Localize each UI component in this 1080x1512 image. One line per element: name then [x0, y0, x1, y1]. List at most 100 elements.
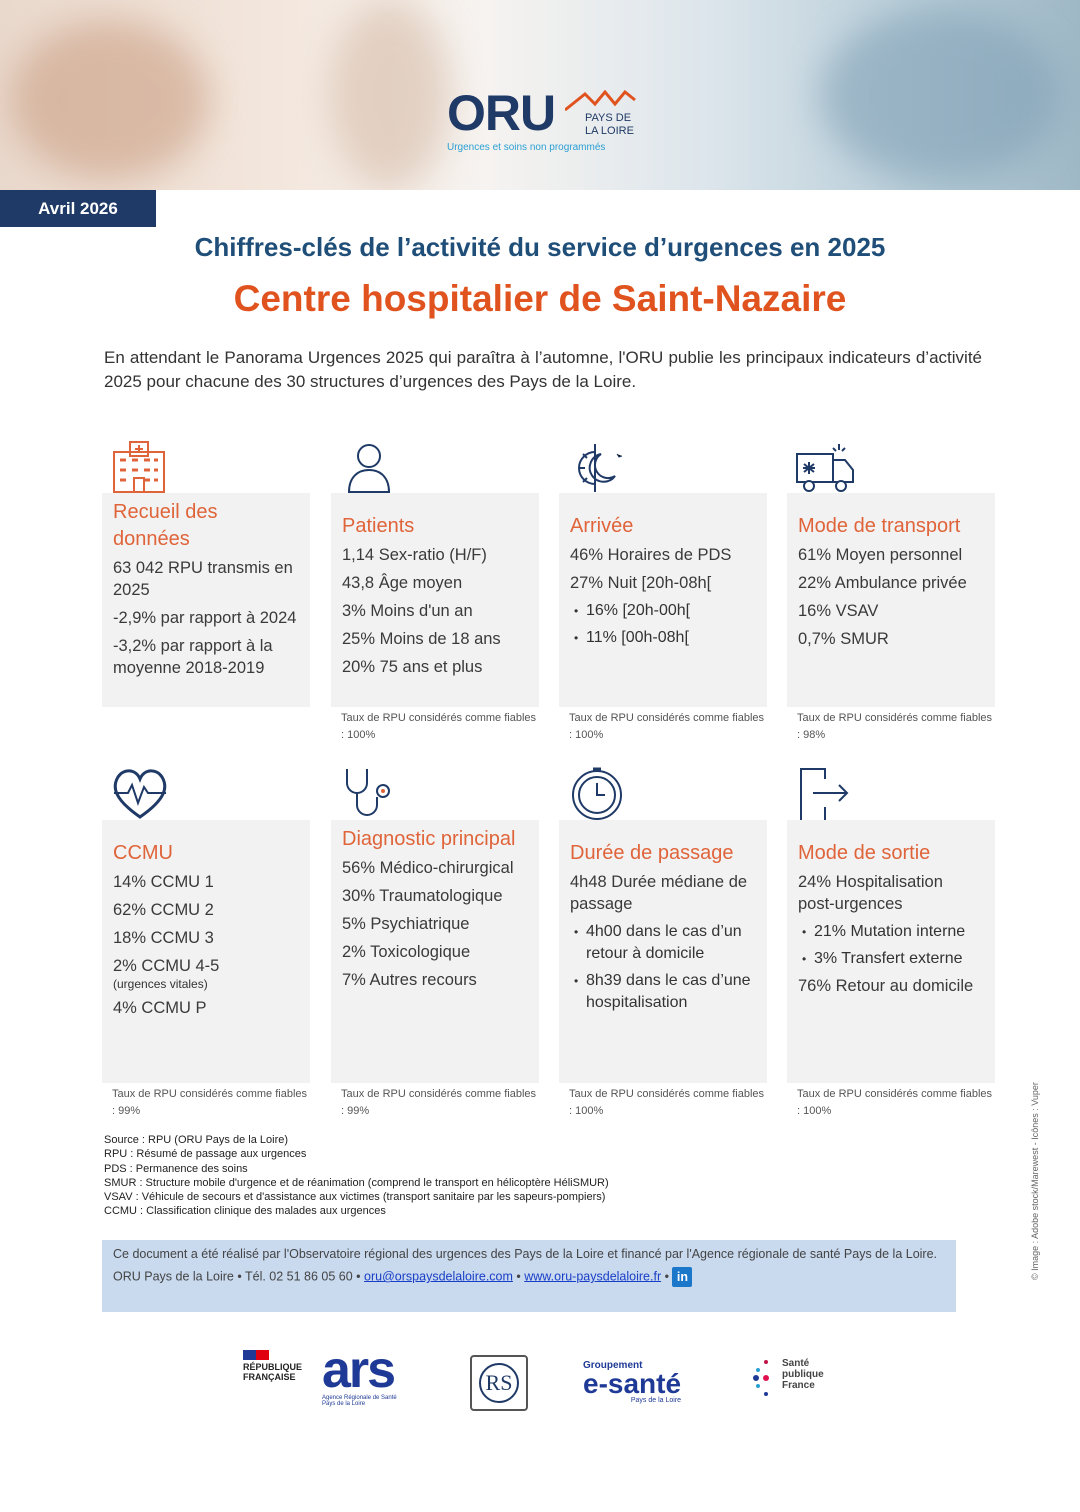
esante-text: e-santé	[583, 1368, 682, 1399]
exit-icon	[795, 765, 855, 822]
card-title: Arrivée	[570, 515, 634, 537]
info-band: Ce document a été réalisé par l'Observat…	[102, 1240, 956, 1312]
card-line: -2,9% par rapport à 2024	[113, 609, 297, 627]
reliability-note: Taux de RPU considérés comme fiables : 9…	[341, 1088, 537, 1117]
card-line: -3,2% par rapport à la moyenne 2018-2019	[113, 637, 273, 677]
card-line: 63 042 RPU transmis en 2025	[113, 559, 293, 599]
card-line: 18% CCMU 3	[113, 929, 214, 947]
card-line: 43,8 Âge moyen	[342, 574, 463, 592]
card-line: 1,14 Sex-ratio (H/F)	[342, 546, 487, 564]
indicator-card: Recueil des données 63 042 RPU transmis e…	[102, 493, 310, 707]
card-line: 46% Horaires de PDS	[570, 546, 732, 564]
footnotes: Source : RPU (ORU Pays de la Loire) RPU :…	[104, 1133, 609, 1219]
stethoscope-icon	[339, 765, 399, 821]
card-line: 3% Transfert externe	[798, 948, 984, 970]
logo-tagline: Urgences et soins non programmés	[447, 142, 606, 153]
footnote: PDS : Permanence des soins	[104, 1162, 248, 1175]
card-line: 0,7% SMUR	[798, 630, 889, 648]
card-title: Mode de sortie	[798, 842, 931, 864]
card-line: 16% VSAV	[798, 602, 879, 620]
rs-logo: RS	[470, 1355, 528, 1411]
date-badge: Avril 2026	[0, 190, 156, 227]
page-title: Chiffres-clés de l’activité du service d…	[194, 232, 886, 262]
card-line: 2% Toxicologique	[342, 943, 471, 961]
footnote: VSAV : Véhicule de secours et d'assistan…	[104, 1191, 606, 1204]
reliability-note: Taux de RPU considérés comme fiables : 1…	[569, 712, 765, 741]
card-line: 3% Moins d'un an	[342, 602, 473, 620]
intro-text: En attendant le Panorama Urgences 2025 q…	[104, 348, 982, 391]
card-line: 62% CCMU 2	[113, 901, 214, 919]
indicator-card: Arrivée 46% Horaires de PDS 27% Nuit [20h-…	[559, 493, 767, 707]
reliability-note: Taux de RPU considérés comme fiables : 1…	[341, 712, 537, 741]
indicator-card: Diagnostic principal 56% Médico-chirurgic…	[331, 820, 539, 1083]
ars-logo: ars Agence Régionale de Santé Pays de la…	[322, 1344, 402, 1407]
ars-sub: Agence Régionale de Santé Pays de la Loi…	[322, 1395, 397, 1407]
sante-publique-logo: Santé publique France	[752, 1358, 832, 1418]
reliability-note: Taux de RPU considérés comme fiables : 9…	[797, 712, 993, 741]
card-line: 4% CCMU P	[113, 999, 207, 1017]
band-text: Ce document a été réalisé par l'Observat…	[113, 1247, 938, 1261]
footnote: SMUR : Structure mobile d'urgence et de …	[104, 1176, 609, 1189]
footnote: CCMU : Classification clinique des malad…	[104, 1205, 386, 1218]
card-line: 61% Moyen personnel	[798, 546, 963, 564]
esante-sub: Pays de la Loire	[630, 1397, 682, 1404]
person-icon	[339, 440, 399, 496]
card-line: 14% CCMU 1	[113, 873, 214, 891]
card-title: Patients	[342, 515, 415, 537]
oru-logo: ORU PAYS DE LA LOIRE Urgences et soins n…	[447, 86, 647, 158]
card-line: 25% Moins de 18 ans	[342, 630, 501, 648]
logo-text: ORU	[447, 85, 556, 141]
card-line: 20% 75 ans et plus	[342, 658, 483, 676]
card-line: 11% [00h-08h[	[570, 627, 756, 649]
ars-text: ars	[322, 1341, 396, 1399]
website-link[interactable]: www.oru-paysdelaloire.fr	[524, 1269, 662, 1284]
logo-region: PAYS DE LA LOIRE	[585, 112, 634, 137]
footnote: Source : RPU (ORU Pays de la Loire)	[104, 1134, 289, 1146]
card-line: 16% [20h-00h[	[570, 600, 756, 622]
linkedin-icon[interactable]: in	[672, 1267, 693, 1287]
card-title: Mode de transport	[798, 515, 961, 537]
contact-text: ORU Pays de la Loire • Tél. 02 51 86 05 …	[113, 1269, 361, 1284]
clock-icon	[567, 765, 627, 821]
esante-logo: Groupement e-santé Pays de la Loire	[583, 1360, 681, 1420]
dots-icon	[753, 1360, 769, 1396]
sun-moon-icon	[567, 440, 627, 496]
esante-top: Groupement	[583, 1360, 643, 1371]
card-title: CCMU	[113, 842, 173, 864]
card-title: Durée de passage	[570, 842, 734, 864]
card-line: (urgences vitales)	[113, 977, 208, 991]
card-line: 27% Nuit [20h-08h[	[570, 574, 712, 592]
card-title: Recueil des données	[113, 501, 218, 550]
ambulance-icon	[795, 440, 855, 496]
wave-icon	[565, 90, 636, 112]
card-line: 22% Ambulance privée	[798, 574, 967, 592]
card-line: 7% Autres recours	[342, 971, 477, 989]
hospital-icon	[110, 440, 170, 496]
card-line: 5% Psychiatrique	[342, 915, 470, 933]
card-line: 24% Hospitalisation post-urgences	[798, 873, 943, 913]
reliability-note: Taux de RPU considérés comme fiables : 1…	[569, 1088, 765, 1117]
indicator-card: Durée de passage 4h48 Durée médiane de pa…	[559, 820, 767, 1083]
card-line: 56% Médico-chirurgical	[342, 859, 514, 877]
card-line: 8h39 dans le cas d’une hospitalisation	[570, 970, 756, 1014]
card-line: 21% Mutation interne	[798, 921, 984, 943]
republique-francaise-logo: RÉPUBLIQUE FRANÇAISE	[243, 1350, 303, 1410]
indicator-card: Mode de transport 61% Moyen personnel 22% …	[787, 493, 995, 707]
reliability-note: Taux de RPU considérés comme fiables : 9…	[112, 1088, 308, 1117]
page-subtitle: Centre hospitalier de Saint-Nazaire	[233, 278, 847, 319]
header-photo: ORU PAYS DE LA LOIRE Urgences et soins n…	[0, 0, 1080, 190]
card-line: 76% Retour au domicile	[798, 977, 974, 995]
indicator-card: Patients 1,14 Sex-ratio (H/F) 43,8 Âge moy…	[331, 493, 539, 707]
reliability-note: Taux de RPU considérés comme fiables : 1…	[797, 1088, 993, 1117]
card-line: 30% Traumatologique	[342, 887, 503, 905]
spf-text: Santé publique France	[782, 1358, 824, 1391]
card-line: 4h48 Durée médiane de passage	[570, 873, 748, 913]
heartbeat-icon	[110, 765, 170, 821]
rs-text: RS	[479, 1363, 519, 1403]
indicator-card: Mode de sortie 24% Hospitalisation post-u…	[787, 820, 995, 1083]
rf-text: RÉPUBLIQUE FRANÇAISE	[243, 1362, 303, 1382]
card-line: 4h00 dans le cas d’un retour à domicile	[570, 921, 756, 965]
card-line: 2% CCMU 4-5	[113, 957, 220, 975]
email-link[interactable]: oru@orspaysdelaloire.com	[364, 1269, 513, 1284]
image-credit: © Image : Adobe stock/Marewest - Icônes …	[1030, 1082, 1040, 1280]
